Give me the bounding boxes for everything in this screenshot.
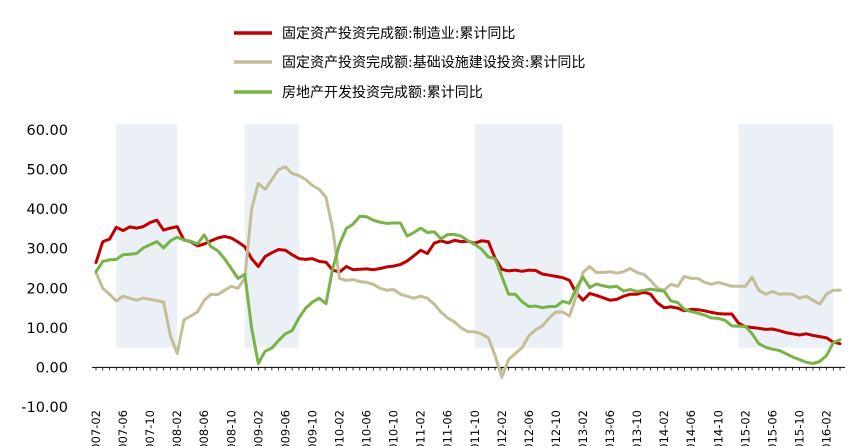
shaded-periods <box>116 124 834 348</box>
x-tick-label: 2012-06 <box>522 410 536 446</box>
y-tick-label: 10.00 <box>26 321 68 337</box>
series-lines <box>94 165 842 379</box>
x-axis: 2007-02 2007-06 2007-10 2008-02 2008-06 2008-… <box>89 366 845 446</box>
x-tick-label: 2015-10 <box>792 410 806 446</box>
x-tick-label: 2012-10 <box>549 410 563 446</box>
x-tick-label: 2014-10 <box>711 410 725 446</box>
x-tick-label: 2015-06 <box>765 410 779 446</box>
x-tick-label: 2009-02 <box>251 410 265 446</box>
x-tick-label: 2009-10 <box>305 410 319 446</box>
y-tick-label: 40.00 <box>26 202 68 218</box>
y-tick-label: -10.00 <box>21 400 68 416</box>
y-axis: 60.00 50.00 40.00 30.00 20.00 10.00 0.00 -10.00 <box>21 123 68 416</box>
x-tick-label: 2014-06 <box>684 410 698 446</box>
shaded-period-2 <box>244 124 299 348</box>
series-line-3 <box>94 214 842 365</box>
x-tick-label: 2009-06 <box>278 410 292 446</box>
x-tick-label: 2008-10 <box>224 410 238 446</box>
x-tick-label: 2011-10 <box>468 410 482 446</box>
x-tick-label: 2013-06 <box>603 410 617 446</box>
x-tick-label: 2010-10 <box>387 410 401 446</box>
x-tick-label: 2013-10 <box>630 410 644 446</box>
x-tick-label: 2011-06 <box>441 410 455 446</box>
x-tick-label: 2010-06 <box>360 410 374 446</box>
x-tick-label: 2013-02 <box>576 410 590 446</box>
x-tick-label: 2016-02 <box>819 410 833 446</box>
x-tick-label: 2011-02 <box>414 410 428 446</box>
x-tick-label: 2015-02 <box>738 410 752 446</box>
legend: 固定资产投资完成额:制造业:累计同比固定资产投资完成额:基础设施建设投资:累计同… <box>234 26 585 101</box>
shaded-period-1 <box>116 124 178 348</box>
y-tick-label: 0.00 <box>36 360 68 376</box>
x-tick-label: 2008-06 <box>197 410 211 446</box>
x-tick-label: 2007-10 <box>143 410 157 446</box>
shaded-period-3 <box>474 124 563 348</box>
x-tick-label: 2010-02 <box>332 410 346 446</box>
x-tick-label: 2012-02 <box>495 410 509 446</box>
x-tick-label: 2007-02 <box>89 410 103 446</box>
y-tick-label: 30.00 <box>26 242 68 258</box>
legend-label-1: 固定资产投资完成额:制造业:累计同比 <box>282 26 515 42</box>
y-tick-label: 60.00 <box>26 123 68 139</box>
legend-label-2: 固定资产投资完成额:基础设施建设投资:累计同比 <box>282 54 585 71</box>
x-tick-label: 2007-06 <box>116 410 130 446</box>
legend-label-3: 房地产开发投资完成额:累计同比 <box>282 85 483 101</box>
x-tick-label: 2008-02 <box>170 410 184 446</box>
shaded-period-4 <box>738 124 834 348</box>
y-tick-label: 50.00 <box>26 163 68 179</box>
y-tick-label: 20.00 <box>26 281 68 297</box>
x-tick-label: 2014-02 <box>657 410 671 446</box>
series-line-2 <box>94 165 842 379</box>
